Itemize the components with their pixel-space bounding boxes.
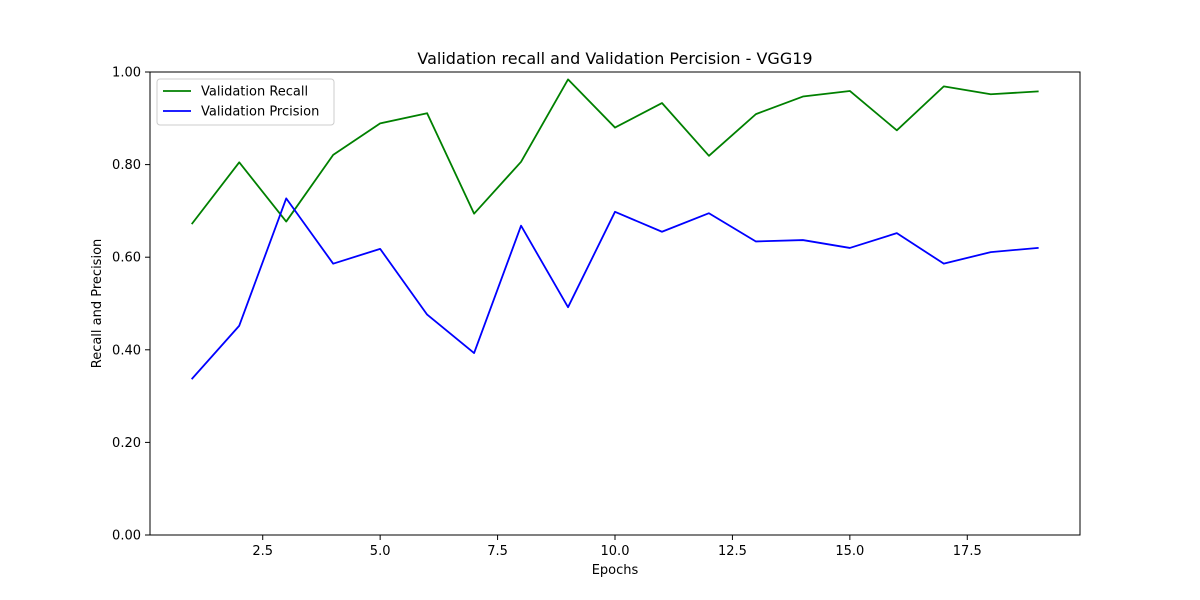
plot-area: 2.5 5.0 7.5 10.0 12.5 15.0 17.5 0.00 0.20 0.40 0.6… <box>112 66 1081 559</box>
y-tick-label: 0.20 <box>112 436 141 451</box>
legend-label: Validation Prcision <box>201 105 319 120</box>
x-tick-label: 17.5 <box>953 544 982 559</box>
y-tick-label: 0.00 <box>112 529 141 544</box>
series-line-precision <box>190 197 1039 380</box>
y-tick-label: 0.60 <box>112 251 141 266</box>
legend: Validation Recall Validation Prcision <box>156 78 335 126</box>
x-tick-label: 12.5 <box>718 544 747 559</box>
x-tick-label: 5.0 <box>370 544 391 559</box>
y-axis-label: Recall and Precision <box>90 239 105 369</box>
x-axis-label: Epochs <box>592 563 639 578</box>
x-tick-label: 7.5 <box>487 544 508 559</box>
x-tick-label: 10.0 <box>601 544 630 559</box>
chart-title: Validation recall and Validation Percisi… <box>417 49 812 68</box>
y-tick-label: 0.80 <box>112 158 141 173</box>
legend-box <box>156 78 335 126</box>
y-tick-label: 0.40 <box>112 343 141 358</box>
series-line-recall <box>191 78 1039 225</box>
x-tick-label: 2.5 <box>252 544 273 559</box>
x-tick-label: 15.0 <box>835 544 864 559</box>
legend-label: Validation Recall <box>201 85 308 100</box>
y-tick-label: 1.00 <box>112 66 141 81</box>
plot-frame <box>149 71 1081 536</box>
